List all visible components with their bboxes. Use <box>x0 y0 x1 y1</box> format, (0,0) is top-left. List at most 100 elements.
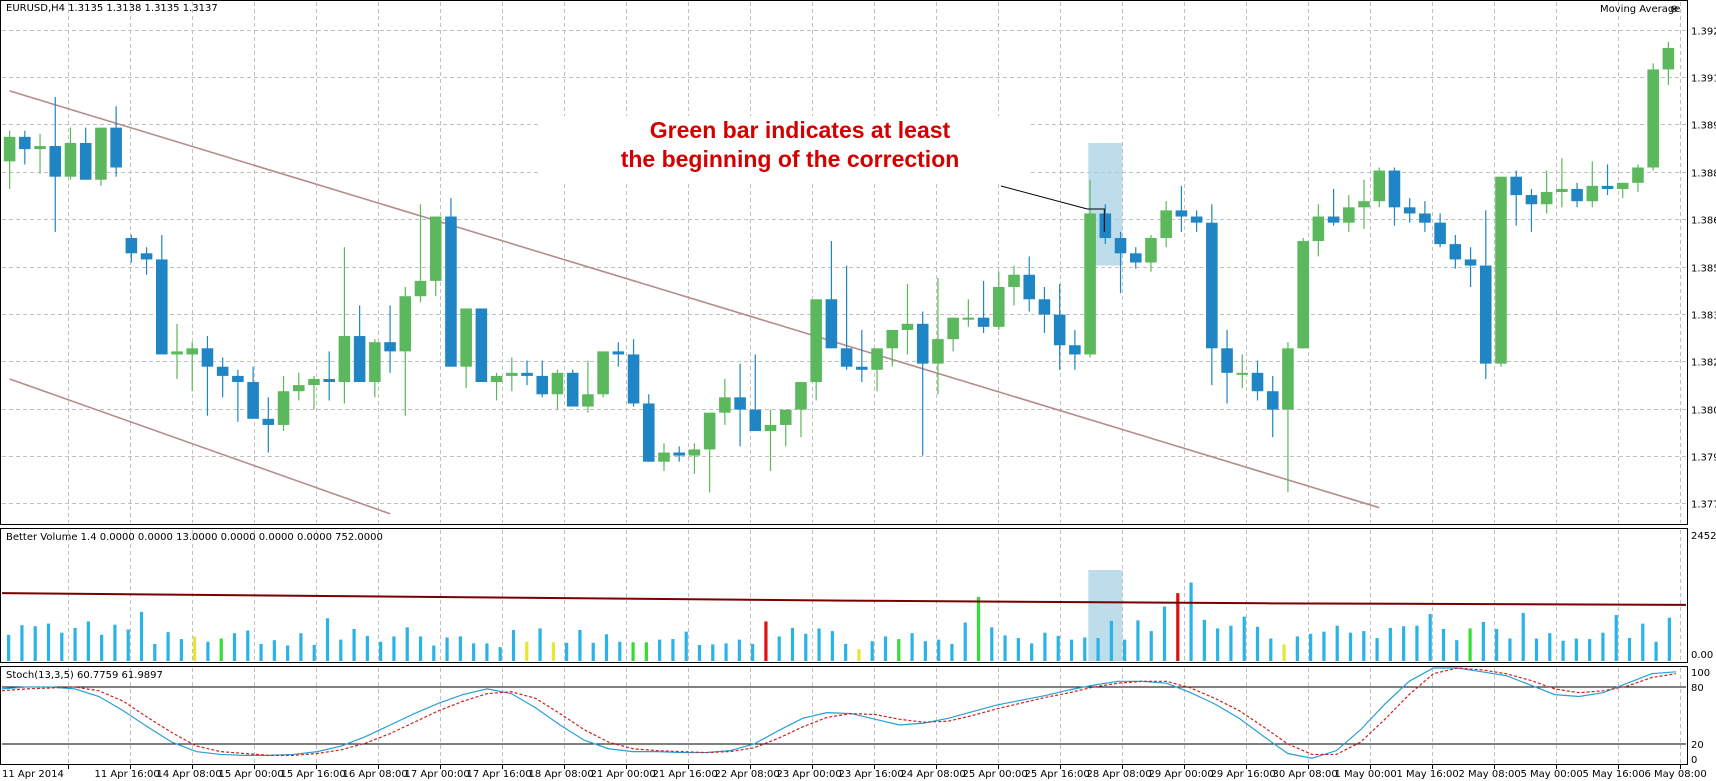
candle-body <box>19 136 31 150</box>
candle-body <box>1479 265 1492 364</box>
volume-bar <box>1056 635 1060 661</box>
volume-bar <box>937 639 941 661</box>
volume-bar <box>1481 621 1485 661</box>
candle-body <box>1129 253 1142 263</box>
candle-body <box>1495 176 1507 364</box>
volume-bar <box>804 633 808 661</box>
candle-body <box>962 317 975 320</box>
volume-bar <box>950 643 954 661</box>
candle-body <box>1206 222 1218 349</box>
close-indicator-icon[interactable]: ⊗ <box>1670 4 1678 15</box>
volume-bar <box>751 643 755 661</box>
candle-body <box>201 348 214 367</box>
volume-bar <box>1441 628 1446 661</box>
candle-body <box>1525 195 1538 205</box>
x-tick-label: 29 Apr 00:00 <box>1149 769 1214 780</box>
candle-body <box>932 339 944 364</box>
volume-bar <box>1123 639 1127 661</box>
volume-bar <box>830 631 834 661</box>
candle-body <box>1145 237 1157 263</box>
candle-body <box>1327 216 1340 223</box>
candle-body <box>247 382 259 419</box>
candle-body <box>1114 237 1127 254</box>
volume-bar <box>1455 640 1459 661</box>
volume-bar <box>1162 606 1167 661</box>
y-tick-label: 1.383 <box>1691 311 1716 322</box>
x-tick-label: 28 Apr 08:00 <box>1087 769 1152 780</box>
volume-bar <box>1588 639 1592 661</box>
x-tick-label: 15 Apr 00:00 <box>219 769 284 780</box>
candle-body <box>445 216 457 367</box>
volume-bar <box>976 596 981 661</box>
trendlines <box>9 90 1380 515</box>
volume-bar <box>1043 632 1047 661</box>
candle-body <box>1053 314 1066 346</box>
volume-bar <box>392 636 396 661</box>
candle-body <box>1358 201 1370 208</box>
volume-y-tick: 0.00 <box>1691 650 1713 661</box>
volume-bar <box>631 642 635 661</box>
volume-y-tick: 2452. <box>1691 531 1716 542</box>
volume-bar <box>472 643 476 661</box>
volume-bar <box>1003 635 1007 661</box>
candle-body <box>49 146 62 177</box>
volume-bar <box>1229 625 1233 661</box>
volume-bar <box>1654 641 1658 661</box>
candle-body <box>1084 213 1096 355</box>
candle-body <box>1282 348 1294 410</box>
volume-bar <box>565 642 569 661</box>
x-tick-label: 1 May 16:00 <box>1397 769 1459 780</box>
volume-bar <box>139 611 144 661</box>
candle-body <box>612 351 625 355</box>
candle-body <box>582 394 594 407</box>
volume-bar <box>1322 631 1326 661</box>
volume-bar <box>1428 613 1432 661</box>
candle-body <box>216 366 229 376</box>
volume-bar <box>1468 628 1472 661</box>
candle-body <box>901 323 914 330</box>
x-tick-label: 1 May 00:00 <box>1335 769 1397 780</box>
candle-body <box>384 342 396 352</box>
trend-line <box>9 378 391 515</box>
candle-body <box>1038 299 1051 315</box>
volume-bar <box>1614 615 1618 661</box>
candle-body <box>688 449 701 456</box>
candle-body <box>1434 222 1446 245</box>
volume-bar <box>1375 638 1379 661</box>
candle-body <box>795 382 807 410</box>
volume-bar <box>259 643 263 661</box>
volume-bar <box>20 625 24 661</box>
candle-body <box>156 259 168 355</box>
moving-average-label[interactable]: Moving Average <box>1600 4 1680 15</box>
volume-bar <box>897 639 901 661</box>
annotation-pointer <box>1000 185 1105 232</box>
volume-bar <box>1388 627 1392 661</box>
volume-bar <box>1667 617 1671 661</box>
volume-bar <box>764 621 768 661</box>
candle-body <box>1190 216 1203 223</box>
candle-body <box>1175 210 1188 217</box>
candle-body <box>734 397 746 410</box>
volume-bar <box>1255 626 1260 661</box>
candle-body <box>1069 345 1081 355</box>
volume-bar <box>511 630 516 661</box>
volume-bar <box>1534 638 1539 661</box>
volume-bar <box>910 633 914 661</box>
candlestick-series <box>3 41 1675 493</box>
candle-body <box>490 375 503 383</box>
x-tick-label: 23 Apr 00:00 <box>777 769 842 780</box>
volume-bar <box>538 628 542 661</box>
volume-bar <box>684 631 688 661</box>
candle-body <box>1266 391 1279 410</box>
volume-bar <box>1189 582 1193 661</box>
candle-body <box>1556 188 1568 193</box>
candle-body <box>369 342 381 383</box>
volume-bar <box>445 637 449 661</box>
candle-body <box>277 391 290 425</box>
x-tick-label: 25 Apr 00:00 <box>963 769 1028 780</box>
candle-body <box>95 127 107 180</box>
volume-bar <box>1269 638 1273 661</box>
volume-bar <box>1495 628 1499 661</box>
volume-bar <box>7 634 11 661</box>
